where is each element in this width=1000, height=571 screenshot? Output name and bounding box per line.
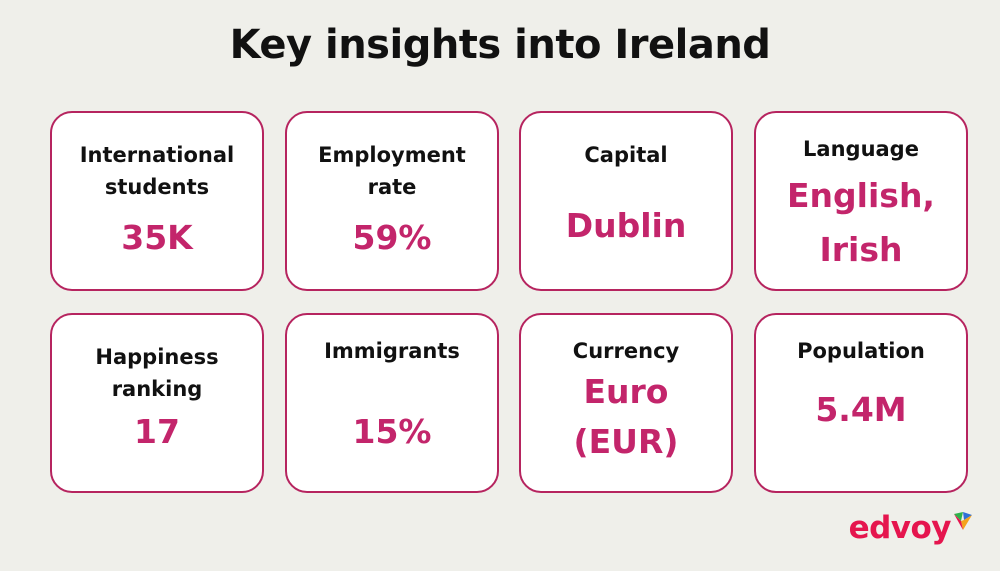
card-value: 15% [352, 412, 432, 451]
card-value: English, Irish [787, 176, 935, 269]
page-title: Key insights into Ireland [229, 22, 771, 68]
card-immigrants: Immigrants 15% [285, 313, 499, 493]
card-label: International students [79, 143, 235, 199]
card-label: Employment rate [318, 143, 466, 199]
card-value: 59% [352, 218, 432, 257]
logo-text: edvoy [848, 510, 952, 546]
card-value: Euro (EUR) [573, 372, 679, 461]
card-label: Population [797, 339, 925, 363]
card-capital: Capital Dublin [519, 111, 733, 291]
card-label: Happiness ranking [95, 345, 219, 401]
card-value: 5.4M [815, 390, 907, 429]
card-happiness-ranking: Happiness ranking 17 [50, 313, 264, 493]
card-international-students: International students 35K [50, 111, 264, 291]
card-label: Currency [572, 339, 680, 363]
card-currency: Currency Euro (EUR) [519, 313, 733, 493]
card-label: Language [803, 137, 919, 161]
card-label: Capital [584, 143, 668, 167]
card-label: Immigrants [324, 339, 460, 363]
card-value: 17 [134, 412, 180, 451]
card-language: Language English, Irish [754, 111, 968, 291]
card-value: 35K [121, 218, 193, 257]
card-population: Population 5.4M [754, 313, 968, 493]
card-employment-rate: Employment rate 59% [285, 111, 499, 291]
edvoy-logo: edvoy [849, 508, 974, 548]
edvoy-logo-mark-icon [954, 512, 972, 530]
card-value: Dublin [565, 206, 687, 245]
